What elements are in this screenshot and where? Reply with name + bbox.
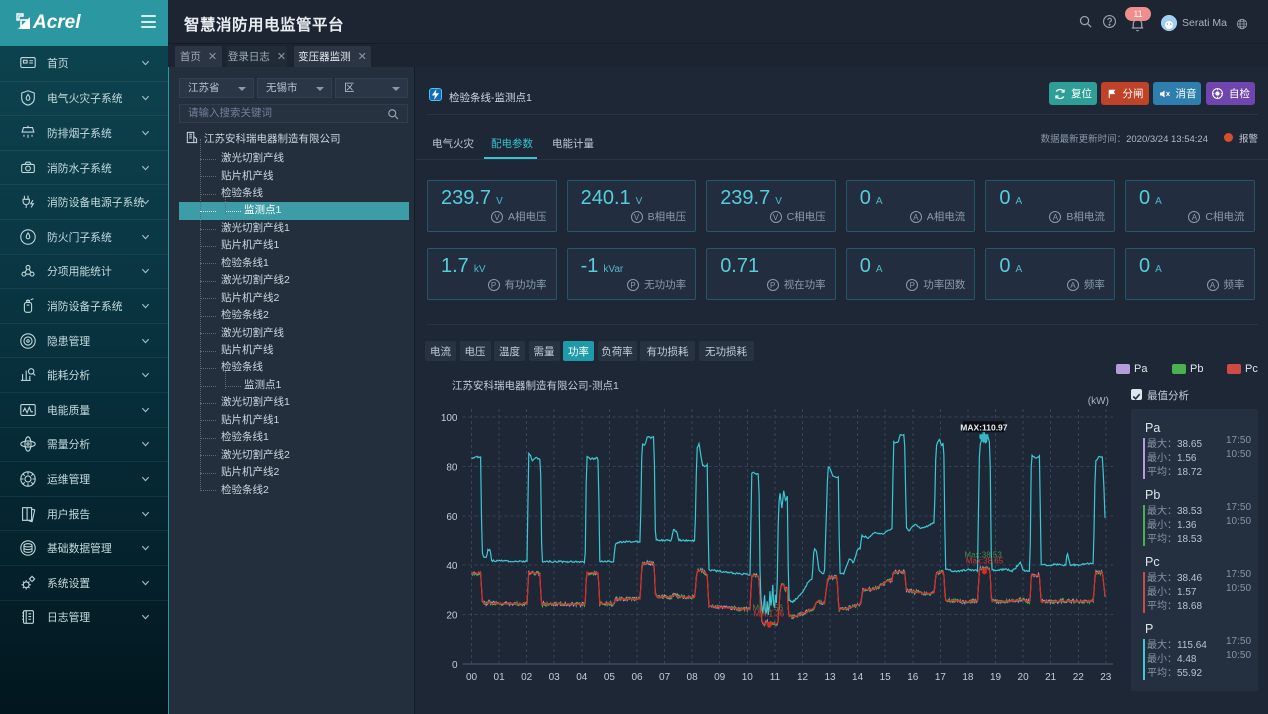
svg-text:17: 17 bbox=[935, 672, 947, 683]
svg-text:19: 19 bbox=[990, 672, 1002, 683]
svg-text:Max:38.65: Max:38.65 bbox=[966, 557, 1004, 566]
svg-text:05: 05 bbox=[604, 672, 616, 683]
svg-text:80: 80 bbox=[446, 462, 458, 473]
svg-text:09: 09 bbox=[714, 672, 726, 683]
svg-text:18: 18 bbox=[962, 672, 974, 683]
svg-text:(kW): (kW) bbox=[1088, 396, 1109, 407]
svg-text:22: 22 bbox=[1073, 672, 1085, 683]
svg-text:00: 00 bbox=[466, 672, 478, 683]
svg-text:MAX:110.97: MAX:110.97 bbox=[960, 422, 1008, 432]
svg-text:04: 04 bbox=[576, 672, 588, 683]
svg-text:20: 20 bbox=[446, 611, 458, 622]
svg-text:40: 40 bbox=[446, 561, 458, 572]
svg-text:03: 03 bbox=[549, 672, 561, 683]
svg-text:08: 08 bbox=[687, 672, 699, 683]
svg-text:Max:38.53: Max:38.53 bbox=[964, 551, 1002, 560]
svg-text:01: 01 bbox=[494, 672, 506, 683]
svg-text:15: 15 bbox=[880, 672, 892, 683]
svg-text:07: 07 bbox=[659, 672, 671, 683]
svg-text:20: 20 bbox=[1018, 672, 1030, 683]
svg-text:21: 21 bbox=[1045, 672, 1057, 683]
svg-text:10: 10 bbox=[742, 672, 754, 683]
svg-text:Min:1.56: Min:1.56 bbox=[752, 604, 783, 613]
svg-text:16: 16 bbox=[907, 672, 919, 683]
svg-text:0: 0 bbox=[452, 660, 458, 671]
svg-text:06: 06 bbox=[631, 672, 643, 683]
svg-text:02: 02 bbox=[521, 672, 533, 683]
svg-text:12: 12 bbox=[797, 672, 809, 683]
svg-text:23: 23 bbox=[1100, 672, 1112, 683]
svg-text:14: 14 bbox=[852, 672, 864, 683]
svg-text:60: 60 bbox=[446, 512, 458, 523]
svg-text:13: 13 bbox=[824, 672, 836, 683]
svg-text:Min:1.36: Min:1.36 bbox=[753, 610, 784, 619]
svg-text:11: 11 bbox=[770, 672, 781, 683]
svg-text:100: 100 bbox=[441, 413, 458, 424]
